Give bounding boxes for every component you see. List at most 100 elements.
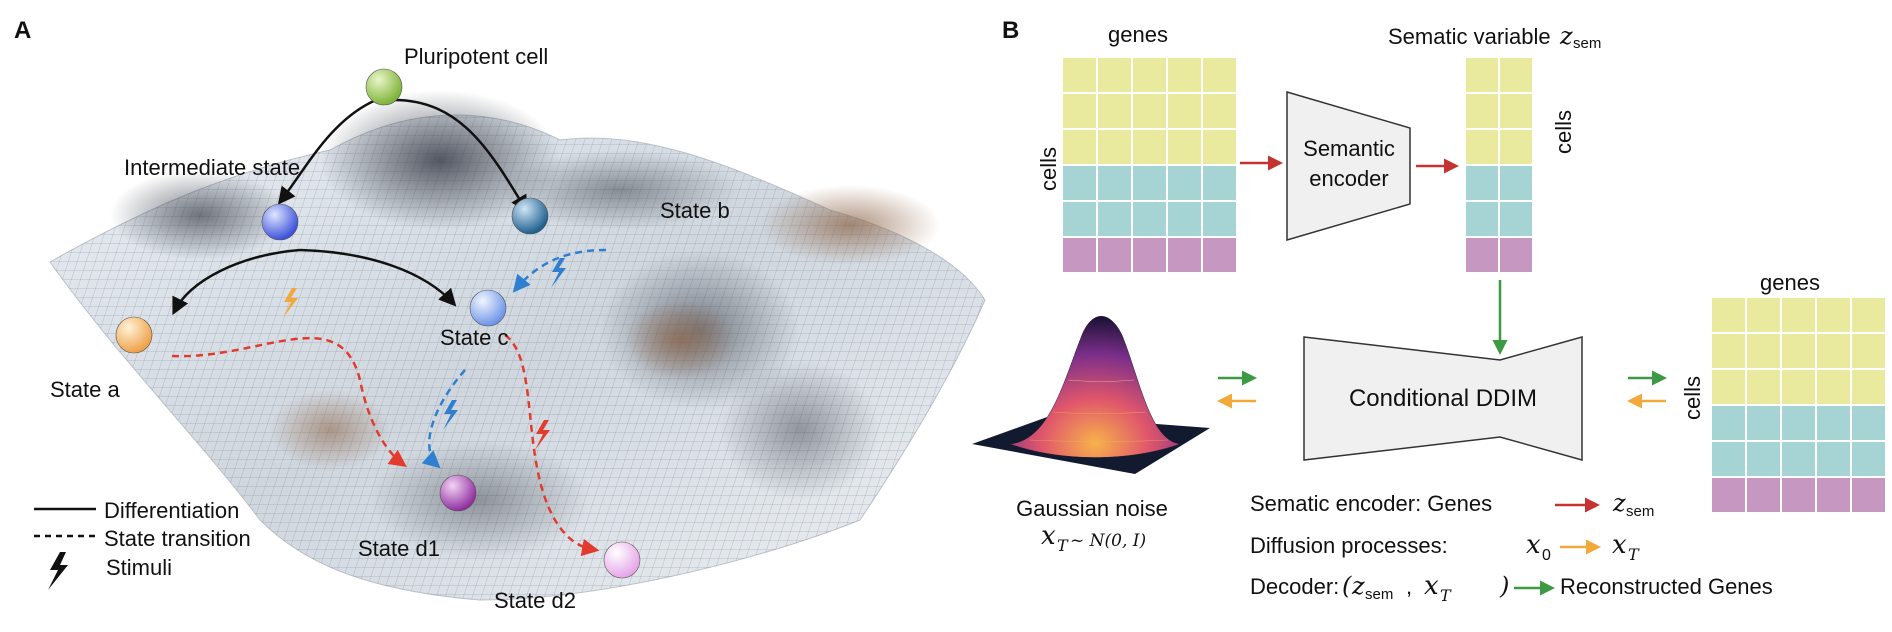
matrix-cell — [1745, 332, 1782, 370]
state-d1-label: State d1 — [358, 536, 440, 561]
eq3-z-sub: sem — [1365, 586, 1393, 603]
matrix-cell — [1096, 236, 1133, 274]
matrix-cell — [1498, 236, 1534, 274]
legend-stimuli: Stimuli — [106, 555, 172, 580]
matrix-cell — [1850, 332, 1887, 370]
matrix-cell — [1131, 164, 1168, 202]
matrix-cell — [1745, 476, 1782, 514]
matrix-cell — [1096, 128, 1133, 166]
transition-a-to-d1 — [171, 336, 407, 468]
matrix-cell — [1780, 368, 1817, 406]
matrix-cell — [1815, 332, 1852, 370]
matrix-cell — [1498, 200, 1534, 238]
arrow-intermediate-to-state-a — [172, 248, 301, 316]
matrix-cell — [1131, 56, 1168, 94]
legend-bolt-icon — [48, 552, 68, 590]
eq2-xT: x — [1612, 530, 1627, 560]
matrix-cell — [1850, 440, 1887, 478]
matrix-cell — [1815, 296, 1852, 334]
gaussian-noise-plot — [972, 316, 1210, 474]
reconstructed-gene-matrix — [1710, 296, 1887, 514]
matrix-cell — [1464, 56, 1500, 94]
noise-T-subscript: T — [1057, 536, 1069, 555]
eq2-text: Diffusion processes: — [1250, 533, 1448, 558]
matrix-cell — [1464, 200, 1500, 238]
matrix-cell — [1850, 476, 1887, 514]
state-d2-ball — [603, 541, 641, 579]
legend-equations: Sematic encoder: Genes z sem Diffusion p… — [1250, 489, 1773, 605]
matrix-cell — [1850, 404, 1887, 442]
conditional-ddim-block — [1303, 336, 1583, 461]
differentiation-arrows — [172, 98, 528, 316]
matrix-cell — [1061, 236, 1098, 274]
eq3-text: Decoder: — [1250, 574, 1339, 599]
eq3-close: ) — [1499, 572, 1509, 600]
matrix-cell — [1131, 236, 1168, 274]
bolt-blue-top-icon — [551, 258, 566, 288]
matrix-cell — [1780, 404, 1817, 442]
matrix-cell — [1498, 92, 1534, 130]
eq1-text: Sematic encoder: Genes — [1250, 491, 1492, 516]
pluripotent-cell-ball — [365, 68, 403, 106]
matrix-cell — [1464, 128, 1500, 166]
pluripotent-label: Pluripotent cell — [404, 44, 548, 69]
matrix-cell — [1464, 164, 1500, 202]
matrix-cell — [1780, 476, 1817, 514]
semantic-variable-matrix — [1464, 56, 1534, 274]
matrix-cell — [1201, 56, 1238, 94]
state-b-ball — [511, 197, 549, 235]
matrix-cell — [1166, 92, 1203, 130]
matrix-cell — [1201, 128, 1238, 166]
eq2-T-sub: T — [1628, 545, 1640, 564]
arrow-pluripotent-to-intermediate — [277, 98, 377, 205]
input-gene-matrix — [1061, 56, 1238, 274]
matrix-cell — [1780, 332, 1817, 370]
matrix-cell — [1166, 56, 1203, 94]
gaussian-noise-label: Gaussian noise — [1016, 496, 1168, 521]
cells-mid-label: cells — [1551, 110, 1576, 154]
arrow-pluripotent-to-state-b — [393, 98, 528, 214]
bolt-blue-bottom-icon — [443, 400, 458, 430]
matrix-cell — [1780, 440, 1817, 478]
eq3-T: T — [1440, 586, 1452, 605]
matrix-cell — [1780, 296, 1817, 334]
matrix-cell — [1061, 164, 1098, 202]
z-sem-symbol: z — [1559, 22, 1573, 50]
semantic-variable-label: Sematic variable — [1388, 24, 1551, 49]
matrix-cell — [1166, 236, 1203, 274]
eq1-z: z — [1612, 489, 1626, 517]
arrow-intermediate-to-state-c — [299, 248, 457, 307]
matrix-cell — [1815, 368, 1852, 406]
matrix-cell — [1166, 128, 1203, 166]
eq3-z: z — [1351, 572, 1365, 600]
eq3-comma: , — [1406, 574, 1412, 599]
matrix-cell — [1061, 200, 1098, 238]
matrix-cell — [1850, 368, 1887, 406]
matrix-cell — [1815, 404, 1852, 442]
encoder-label-line1: Semantic — [1303, 136, 1395, 161]
matrix-cell — [1710, 332, 1747, 370]
legend: Differentiation State transition Stimuli — [34, 498, 251, 590]
matrix-cell — [1498, 128, 1534, 166]
matrix-cell — [1710, 440, 1747, 478]
encoder-label-line2: encoder — [1309, 166, 1389, 191]
matrix-cell — [1096, 92, 1133, 130]
matrix-cell — [1745, 404, 1782, 442]
transition-c-to-d1 — [421, 369, 466, 469]
state-c-label: State c — [440, 325, 508, 350]
matrix-cell — [1745, 440, 1782, 478]
intermediate-label: Intermediate state — [124, 155, 300, 180]
eq1-z-sub: sem — [1626, 503, 1654, 520]
matrix-cell — [1096, 56, 1133, 94]
matrix-cell — [1710, 476, 1747, 514]
ddim-label: Conditional DDIM — [1349, 385, 1537, 412]
eq3-open: ( — [1342, 572, 1352, 600]
eq2-0-sub: 0 — [1542, 547, 1551, 564]
matrix-cell — [1710, 296, 1747, 334]
matrix-cell — [1710, 404, 1747, 442]
eq2-x0: x — [1526, 530, 1541, 560]
matrix-cell — [1815, 476, 1852, 514]
matrix-cell — [1710, 368, 1747, 406]
transition-arrows — [171, 248, 607, 557]
